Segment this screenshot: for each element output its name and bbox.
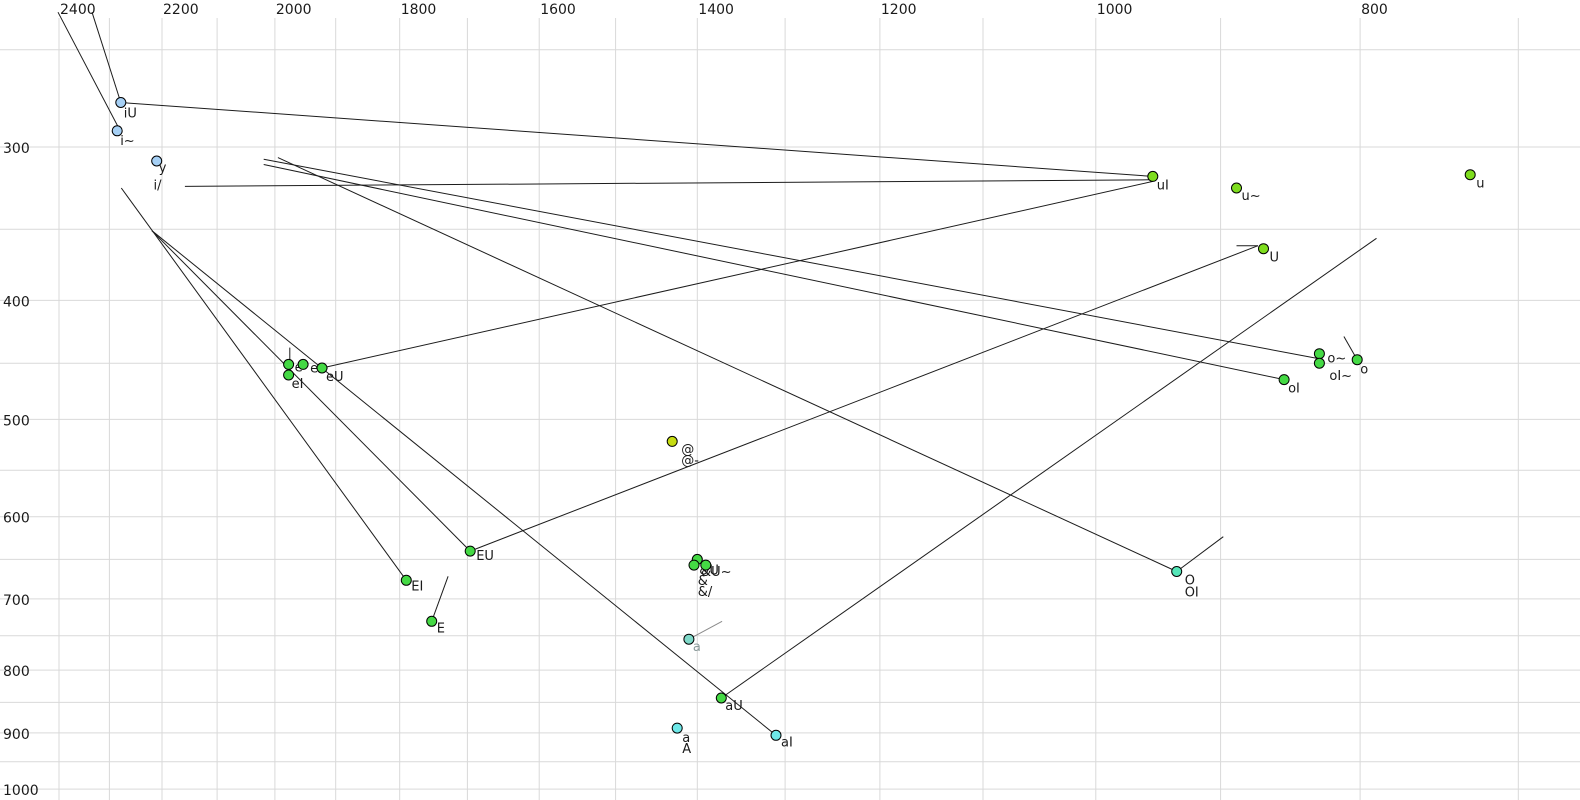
vowel-label: uI	[1157, 178, 1169, 193]
vowel-point	[316, 362, 328, 374]
trajectory-line	[151, 230, 777, 736]
vowel-label: A	[682, 742, 691, 757]
vowel-point	[426, 615, 438, 627]
vowel-point	[111, 125, 123, 137]
vowel-label: o~	[1327, 352, 1346, 367]
annotation-label: i/	[154, 179, 163, 194]
trajectory-line	[431, 576, 449, 622]
vowel-point	[115, 97, 127, 108]
trajectory-line	[263, 158, 1318, 359]
trajectory-line	[151, 230, 471, 552]
vowel-point	[1278, 374, 1290, 386]
vowel-point	[700, 559, 712, 571]
vowel-point	[283, 358, 295, 370]
vowel-label: a	[693, 640, 701, 655]
vowel-label: a	[682, 731, 690, 746]
y-axis-tick-label: 300	[3, 141, 30, 157]
vowel-label: aI	[781, 735, 793, 750]
x-axis-tick-label: 1000	[1097, 2, 1133, 18]
y-axis-tick-label: 900	[3, 727, 30, 743]
x-axis-tick-label: 2200	[163, 2, 199, 18]
vowel-point	[283, 369, 295, 381]
vowel-label: oI~	[1329, 369, 1352, 384]
vowel-point	[715, 692, 727, 704]
x-axis-tick-label: 1800	[401, 2, 437, 18]
vowel-point	[1464, 169, 1476, 181]
trajectory-line	[721, 237, 1377, 699]
x-axis-tick-label: 2400	[60, 2, 96, 18]
vowel-point	[1351, 354, 1363, 366]
trajectory-line	[321, 180, 1153, 369]
y-axis-tick-label: 500	[3, 413, 30, 429]
x-axis-tick-label: 800	[1361, 2, 1388, 18]
x-axis-tick-label: 1600	[540, 2, 576, 18]
trajectory-line	[470, 245, 1259, 552]
vowel-point	[683, 633, 695, 645]
y-axis-tick-label: 400	[3, 294, 30, 310]
vowel-label: u	[1476, 177, 1484, 192]
vowel-label: O	[1185, 574, 1195, 589]
vowel-point	[770, 729, 782, 741]
vowel-label: e	[295, 360, 303, 375]
vowel-label: y	[159, 161, 167, 176]
vowel-point	[400, 574, 412, 586]
vowel-label: u~	[1242, 189, 1261, 204]
vowel-label: &	[698, 574, 708, 589]
vowel-point	[688, 559, 700, 571]
vowel-point	[1171, 566, 1183, 577]
x-axis-tick-label: 1200	[881, 2, 917, 18]
trajectory-line	[263, 164, 1285, 381]
vowel-label: @-	[681, 453, 699, 468]
y-axis-tick-label: 1000	[3, 783, 39, 799]
vowel-point	[666, 435, 678, 447]
vowel-point	[297, 358, 309, 370]
y-axis-tick-label: 600	[3, 511, 30, 527]
trajectory-line	[57, 11, 120, 130]
vowel-label: iU	[124, 107, 137, 122]
trajectory-line	[688, 620, 723, 640]
vowel-label: @	[681, 442, 694, 457]
vowel-point	[464, 545, 476, 557]
vowel-point	[151, 155, 163, 167]
vowel-point	[671, 722, 683, 734]
vowel-label: oI	[1288, 382, 1300, 397]
x-axis-tick-label: 2000	[276, 2, 312, 18]
vowel-label: EI	[411, 579, 423, 594]
vowel-label: OI	[1185, 586, 1199, 601]
trajectory-line	[91, 12, 122, 103]
vowel-point	[1313, 348, 1325, 360]
trajectory-line	[120, 102, 1153, 177]
trajectory-line	[277, 157, 1177, 572]
vowel-label: aU	[725, 699, 742, 714]
vowel-point	[1313, 357, 1325, 369]
trajectory-line	[184, 179, 1150, 187]
vowel-point	[1231, 182, 1242, 194]
trajectory-line	[120, 187, 407, 581]
vowel-point	[1258, 243, 1269, 255]
vowel-label: E	[437, 621, 445, 636]
vowel-label: EU	[476, 549, 494, 564]
vowel-label: i~	[120, 134, 135, 149]
x-axis-tick-label: 1400	[698, 2, 734, 18]
vowel-label: o	[1360, 363, 1368, 378]
vowel-label: &/	[698, 585, 713, 600]
y-axis-tick-label: 800	[3, 664, 30, 680]
vowel-label: eI	[292, 377, 304, 392]
vowel-label: eU	[326, 370, 344, 385]
y-axis-tick-label: 700	[3, 593, 30, 609]
trajectory-line	[1176, 536, 1224, 572]
vowel-point	[1147, 170, 1159, 182]
vowel-label: U	[1270, 251, 1280, 266]
